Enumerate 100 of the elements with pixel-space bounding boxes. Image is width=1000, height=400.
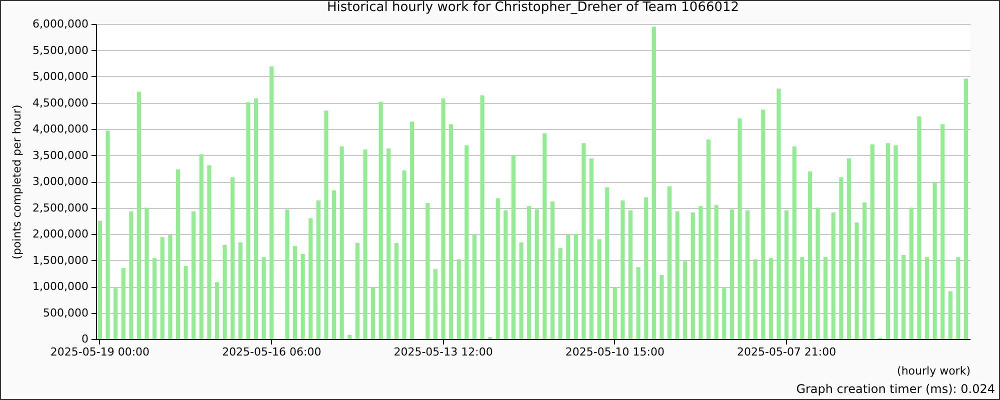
bar (441, 98, 446, 339)
bar (816, 208, 820, 339)
bar (464, 145, 469, 339)
bar (668, 186, 672, 339)
bar (909, 208, 914, 339)
bar (394, 242, 398, 339)
bar (932, 182, 937, 339)
bar (270, 66, 274, 339)
bar (738, 118, 742, 339)
bar (355, 242, 360, 339)
bar (519, 242, 524, 339)
bar (964, 78, 968, 339)
bar (129, 211, 134, 339)
bar (824, 257, 828, 339)
bar (784, 210, 789, 339)
bar (184, 266, 188, 339)
bar (582, 143, 586, 339)
bar (340, 146, 344, 339)
y-tick-label: 1,000,000 (32, 280, 88, 293)
bar (168, 235, 172, 339)
bar (238, 242, 242, 339)
bar (558, 248, 562, 339)
y-tick-label: 2,500,000 (32, 201, 88, 214)
bar (605, 187, 610, 339)
bar (144, 208, 149, 339)
bar (870, 144, 874, 339)
bar (207, 165, 212, 339)
x-axis-title: (hourly work) (897, 364, 970, 378)
bar (114, 288, 118, 339)
bar (714, 205, 718, 339)
bar (426, 203, 430, 339)
bar (636, 267, 640, 339)
bar (324, 110, 328, 339)
bar (792, 146, 796, 339)
bar (534, 209, 539, 339)
bar (332, 190, 336, 339)
chart-title: Historical hourly work for Christopher_Dreher of Team 1066012 (326, 0, 740, 15)
bar (808, 172, 812, 339)
x-tick-label: 2025-05-10 15:00 (565, 346, 664, 358)
bar (886, 143, 890, 339)
y-tick-label: 3,000,000 (32, 175, 88, 188)
bar (924, 257, 930, 339)
bar (628, 210, 633, 339)
bar (660, 274, 664, 339)
x-tick-label: 2025-05-16 06:00 (222, 346, 322, 358)
bar (550, 201, 555, 339)
y-tick-label: 2,000,000 (32, 228, 88, 240)
y-tick-label: 5,500,000 (32, 44, 88, 57)
bar (644, 197, 648, 339)
bar (652, 26, 656, 339)
bar (612, 287, 617, 339)
bar (378, 102, 383, 339)
bar (285, 209, 290, 339)
x-tick-label: 2025-05-07 21:00 (737, 346, 836, 358)
bar (348, 334, 352, 339)
bar (504, 210, 508, 339)
bar (527, 206, 532, 339)
y-axis-title: (points completed per hour) (10, 104, 24, 260)
bar (948, 291, 952, 339)
bar (121, 268, 126, 339)
y-tick-label: 500,000 (43, 306, 88, 320)
y-tick-label: 5,000,000 (32, 70, 88, 83)
bar (433, 269, 438, 339)
bar (480, 95, 484, 339)
bar (371, 287, 376, 339)
bar (449, 124, 454, 339)
bar (675, 211, 680, 339)
bar (597, 239, 602, 339)
bar (854, 222, 859, 339)
y-tick-label: 4,000,000 (32, 122, 88, 136)
bar (254, 98, 258, 339)
bar (472, 235, 477, 339)
y-tick-label: 4,500,000 (32, 96, 88, 110)
bar (722, 288, 726, 339)
bar (862, 202, 867, 339)
bar (363, 149, 368, 339)
bar (402, 170, 406, 339)
bar (940, 124, 945, 339)
bar (706, 140, 711, 339)
bar (308, 218, 313, 339)
text: Graph creation timer (ms): 0.024 (796, 382, 995, 396)
bar (230, 177, 235, 339)
bar (199, 154, 204, 339)
bar (222, 245, 227, 339)
bar (831, 212, 836, 339)
bar (776, 88, 781, 339)
bar (106, 130, 110, 339)
bar (176, 169, 180, 339)
bar (152, 258, 157, 339)
bar (316, 200, 320, 339)
bar (160, 237, 164, 339)
bar (730, 209, 734, 339)
bar (917, 116, 922, 339)
bar (410, 122, 414, 339)
bar (846, 158, 852, 339)
x-tick-label: 2025-05-13 12:00 (394, 346, 493, 358)
bar (566, 235, 570, 339)
bar (753, 259, 758, 339)
bar (683, 261, 688, 339)
bar (386, 148, 391, 339)
